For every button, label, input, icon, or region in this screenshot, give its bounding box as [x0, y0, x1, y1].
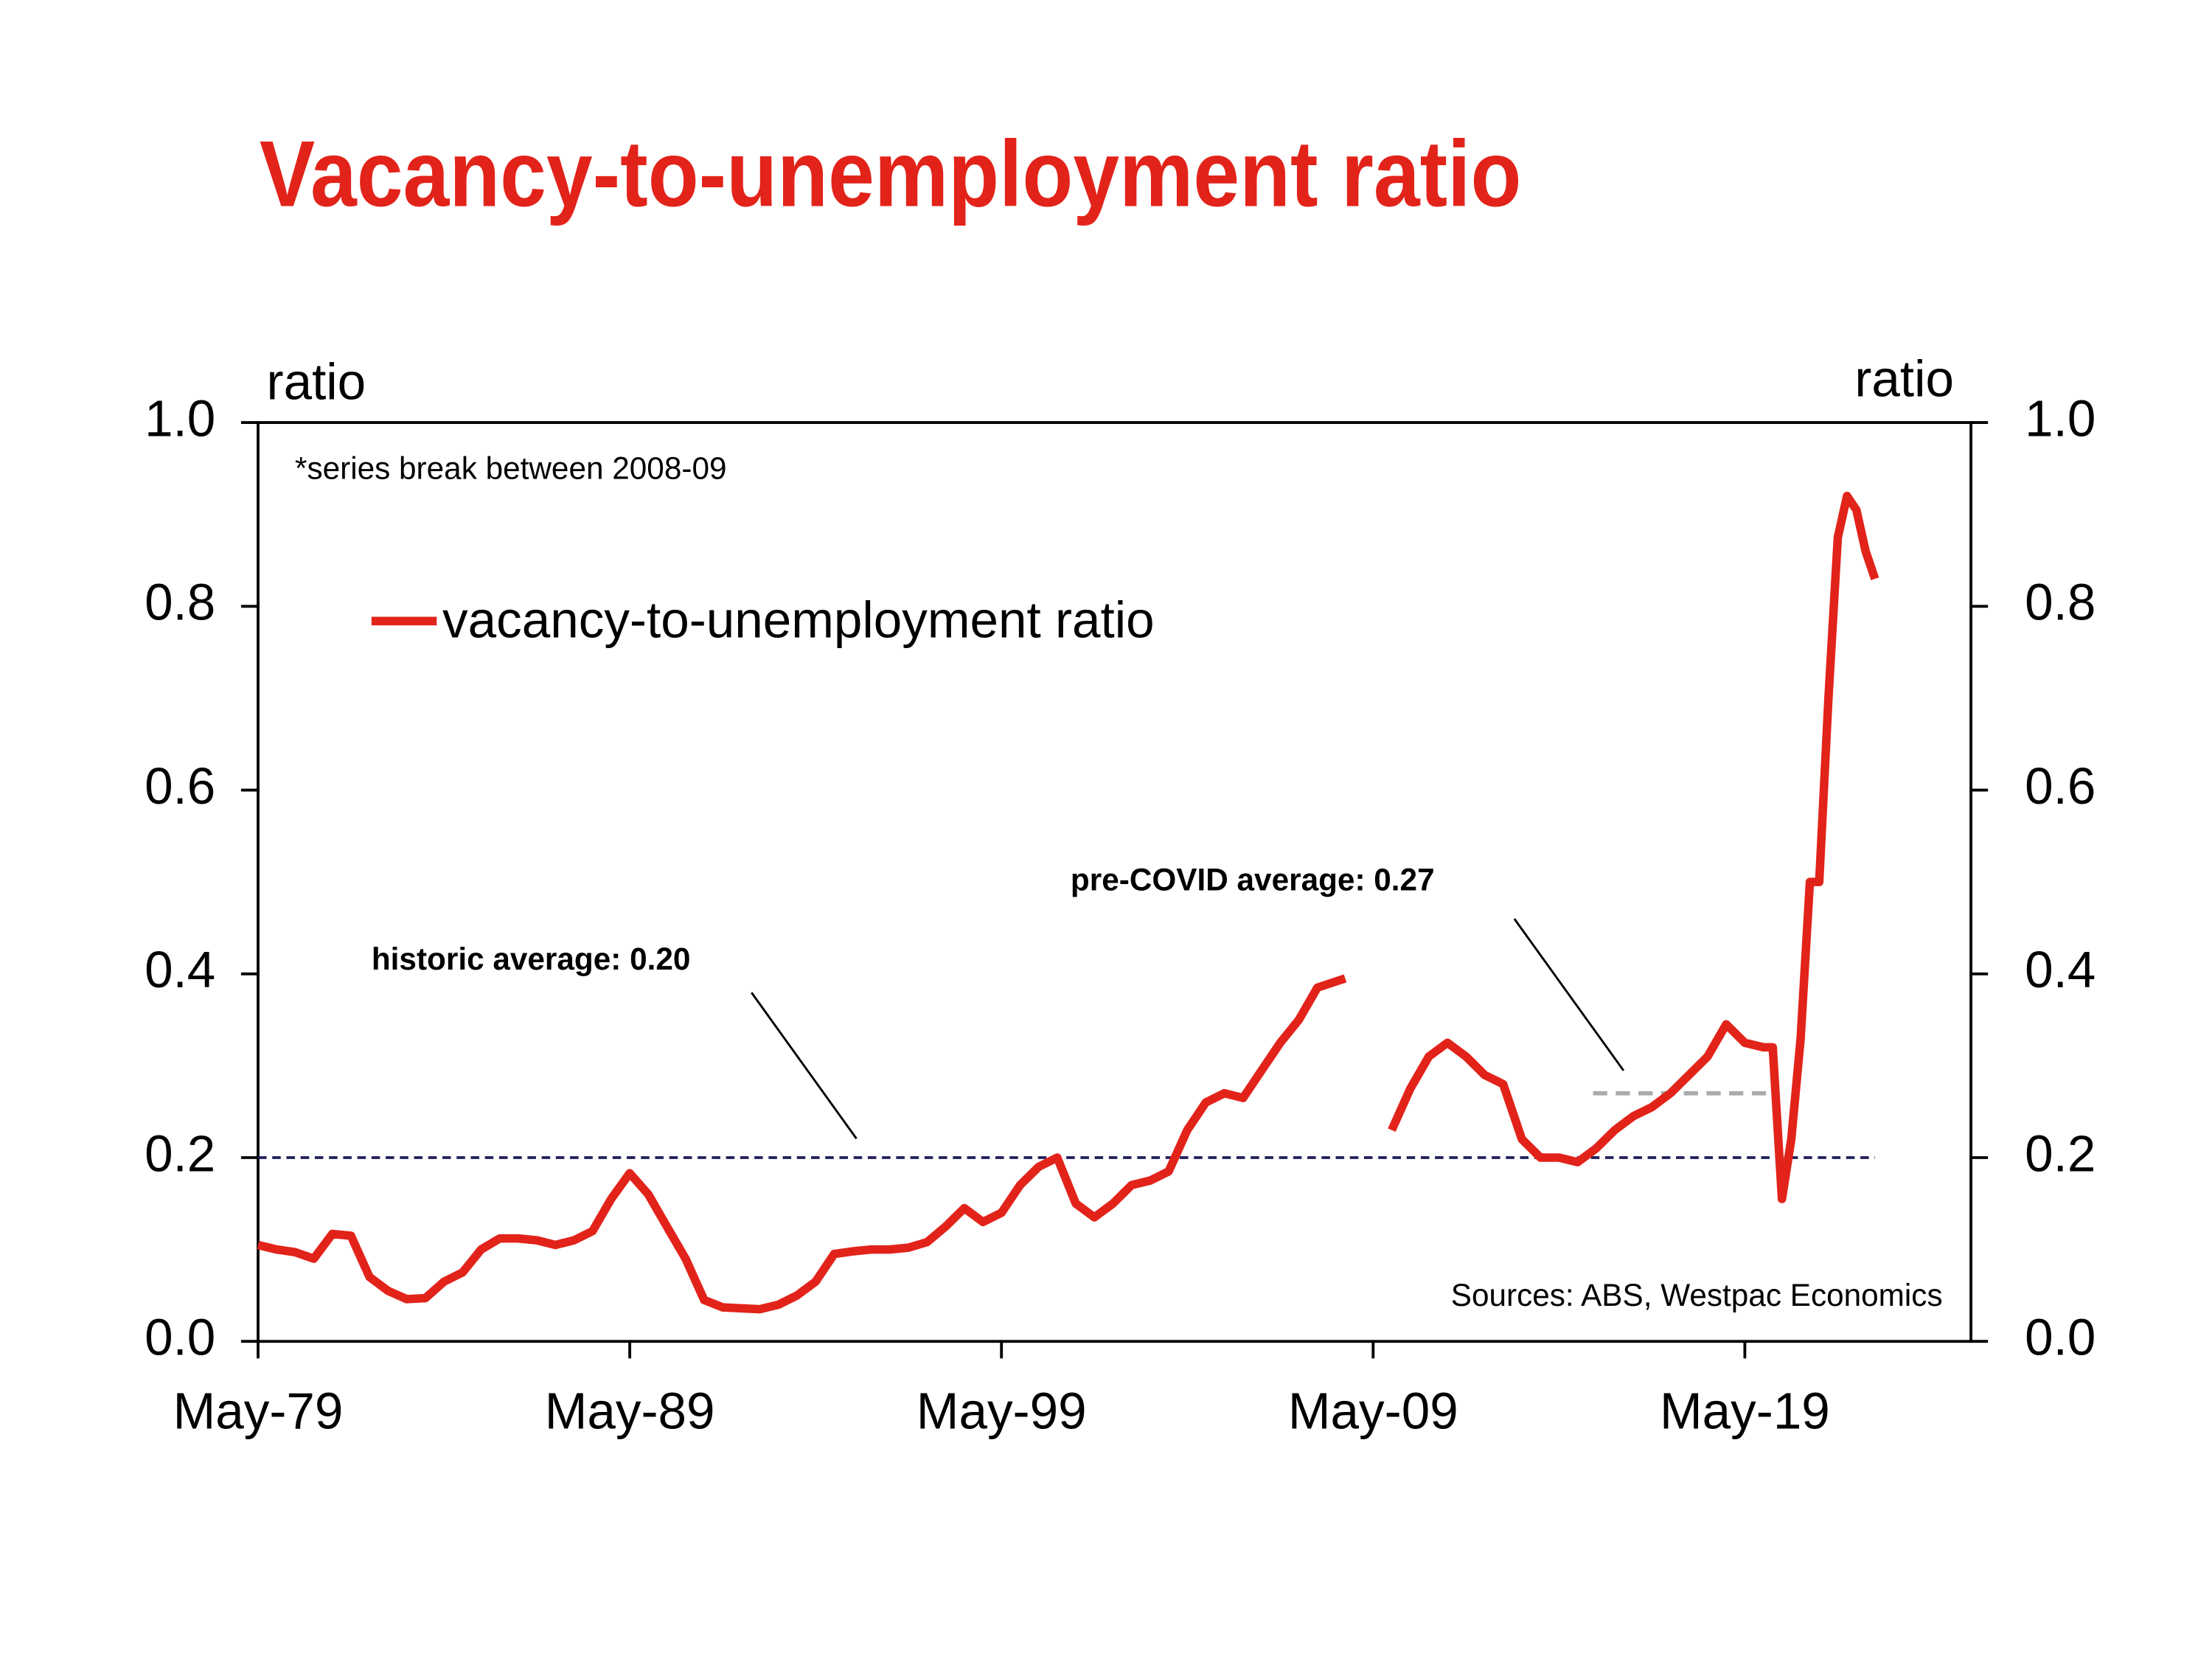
y2-tick-label: 0.2: [2025, 1124, 2096, 1182]
reference-label: historic average: 0.20: [372, 942, 691, 976]
y-tick-label: 0.2: [145, 1124, 215, 1182]
x-tick-label: May-99: [917, 1382, 1087, 1440]
leader-line: [751, 992, 858, 1140]
annotation: *series break between 2008-09: [295, 451, 727, 486]
chart-title: Vacancy-to-unemployment ratio: [260, 122, 1522, 226]
y2-tick-label: 1.0: [2025, 389, 2096, 447]
y-tick-label: 0.6: [145, 757, 215, 815]
plot-frame: [257, 421, 1972, 1343]
annotation: Sources: ABS, Westpac Economics: [1451, 1278, 1943, 1312]
y2-tick-label: 0.4: [2025, 941, 2096, 998]
y2-tick-label: 0.8: [2025, 574, 2096, 631]
y-tick-label: 1.0: [145, 389, 215, 447]
x-tick-label: May-89: [545, 1382, 715, 1440]
y-tick-label: 0.4: [145, 941, 215, 998]
y2-tick-label: 0.6: [2025, 757, 2096, 815]
y-axis-label: ratio: [267, 352, 366, 410]
reference-label: pre-COVID average: 0.27: [1071, 862, 1435, 897]
x-tick-label: May-79: [173, 1382, 344, 1440]
data-line: [257, 491, 1879, 1314]
y-tick-label: 0.0: [145, 1309, 215, 1366]
x-tick-label: May-19: [1660, 1382, 1830, 1440]
x-tick-label: May-09: [1288, 1382, 1458, 1440]
legend-label: vacancy-to-unemployment ratio: [442, 591, 1155, 648]
leader-line: [1513, 918, 1625, 1071]
y2-axis-label: ratio: [1854, 350, 1954, 408]
y-tick-label: 0.8: [145, 574, 215, 631]
y2-tick-label: 0.0: [2025, 1309, 2096, 1366]
